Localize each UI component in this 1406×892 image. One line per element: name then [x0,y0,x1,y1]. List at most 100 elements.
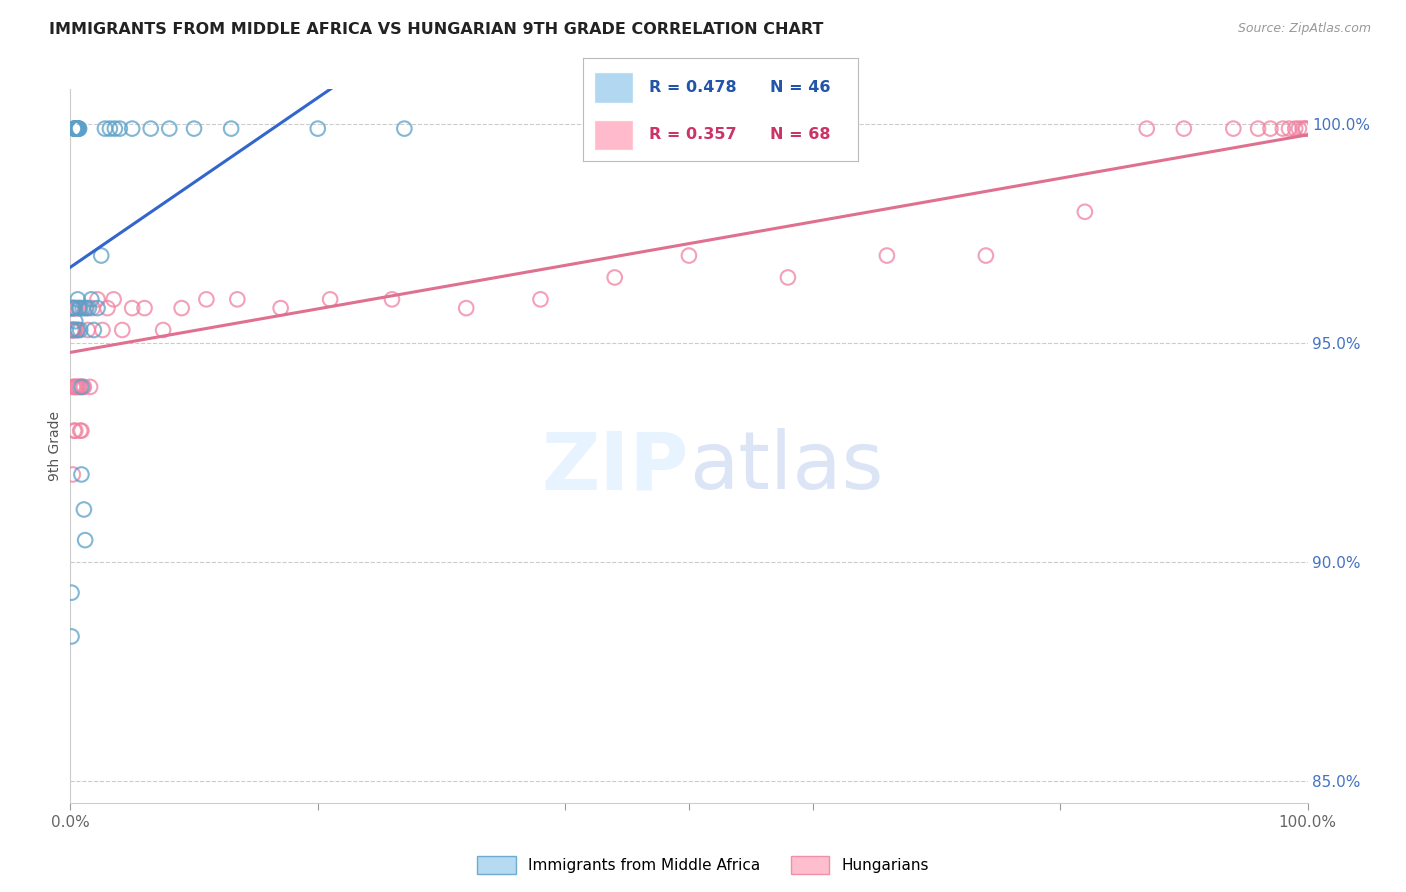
Point [75,301,97,315]
Point [86,293,108,307]
Legend: Immigrants from Middle Africa, Hungarians: Immigrants from Middle Africa, Hungarian… [471,850,935,880]
Point [1173,121,1195,136]
Point [65,314,87,328]
Y-axis label: 9th Grade: 9th Grade [48,411,62,481]
Point [70,467,93,482]
Point [65,121,87,136]
Point [86,301,108,315]
Point [90,249,112,263]
Point [70,380,93,394]
Point [394,121,416,136]
Point [319,293,342,307]
Point [63,301,86,315]
Point [65,301,87,315]
Point [70,424,93,438]
Point [65,121,87,136]
Point [63,121,86,136]
Point [66,121,89,136]
Point [62,301,84,315]
Point [67,121,90,136]
Point [1288,121,1310,136]
Point [69,424,91,438]
Point [65,121,87,136]
Point [226,293,249,307]
Point [63,380,86,394]
Point [80,293,103,307]
Text: N = 68: N = 68 [770,128,831,143]
Point [69,380,91,394]
Point [66,121,89,136]
Point [381,293,404,307]
Point [65,424,87,438]
Point [1284,121,1306,136]
Text: Source: ZipAtlas.com: Source: ZipAtlas.com [1237,22,1371,36]
Point [121,121,143,136]
Point [62,380,84,394]
FancyBboxPatch shape [595,72,633,103]
Point [529,293,551,307]
Point [974,249,997,263]
Point [62,323,84,337]
Point [104,121,127,136]
Point [1291,121,1313,136]
Point [139,121,162,136]
Text: R = 0.357: R = 0.357 [650,128,737,143]
Point [63,323,86,337]
Point [152,323,174,337]
Point [69,301,91,315]
Point [60,629,83,643]
Point [73,502,96,516]
Point [67,380,90,394]
Point [65,121,87,136]
Point [94,121,117,136]
Point [65,323,87,337]
Point [76,323,98,337]
Point [157,121,180,136]
Point [103,293,125,307]
Point [60,301,83,315]
Point [170,301,193,315]
Point [66,293,89,307]
Point [65,301,87,315]
Point [183,121,205,136]
Point [603,270,626,285]
Point [60,585,83,599]
Point [66,121,89,136]
Point [65,380,87,394]
Point [75,533,97,548]
Point [67,121,90,136]
Point [98,121,121,136]
Point [195,293,218,307]
Point [456,301,478,315]
Point [1247,121,1270,136]
Point [69,323,91,337]
Point [63,424,86,438]
Point [67,301,90,315]
Point [63,121,86,136]
Point [72,380,94,394]
Point [66,323,89,337]
Point [77,301,100,315]
Point [83,323,105,337]
Point [121,301,143,315]
Point [82,301,104,315]
Point [65,121,87,136]
Point [1222,121,1244,136]
Point [134,301,156,315]
Point [60,323,83,337]
Point [75,301,97,315]
Point [63,323,86,337]
Point [62,467,84,482]
Point [108,121,131,136]
Point [1074,204,1097,219]
Point [73,380,96,394]
Point [1294,121,1316,136]
Point [63,301,86,315]
Point [65,121,87,136]
Point [1278,121,1301,136]
Point [79,380,101,394]
Text: IMMIGRANTS FROM MIDDLE AFRICA VS HUNGARIAN 9TH GRADE CORRELATION CHART: IMMIGRANTS FROM MIDDLE AFRICA VS HUNGARI… [49,22,824,37]
Point [91,323,114,337]
Point [219,121,242,136]
Point [1260,121,1282,136]
